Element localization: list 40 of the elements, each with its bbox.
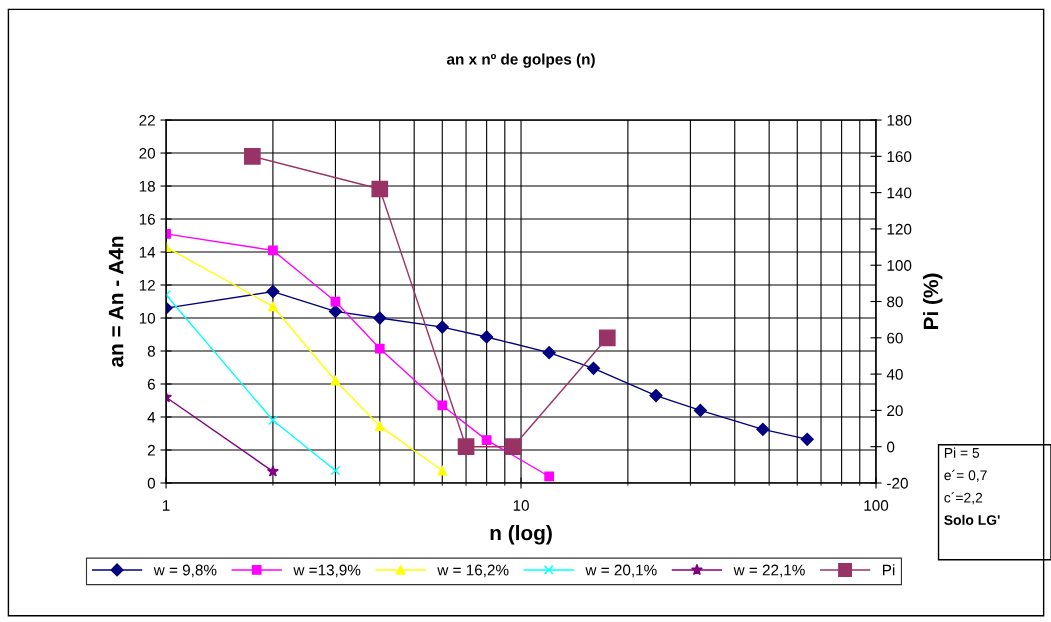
y2-tick-label: 140	[887, 187, 912, 199]
legend-label: w = 16,2%	[437, 564, 509, 578]
legend-label: Pi	[882, 564, 895, 576]
y-tick-label: 10	[139, 312, 156, 324]
y-tick-label: 16	[139, 213, 155, 225]
y2-tick-label: 120	[887, 223, 912, 235]
y-tick-label: 8	[147, 345, 155, 357]
x-axis-title: n (log)	[490, 525, 552, 545]
x-tick-label: 10	[513, 500, 529, 511]
y-tick-label: 12	[139, 279, 155, 291]
y-tick-label: 0	[147, 477, 156, 489]
y2-tick-label: 0	[887, 441, 895, 453]
y2-tick-label: 100	[887, 260, 912, 271]
y-tick-label: 18	[139, 180, 155, 192]
y-tick-label: 6	[147, 378, 155, 390]
legend-label: w =13,9%	[293, 564, 361, 578]
legend-label: w = 22,1%	[733, 564, 805, 578]
y2-tick-label: 180	[887, 114, 912, 126]
y2-axis-title: Pi (%)	[923, 273, 943, 330]
y2-tick-label: 80	[887, 296, 903, 308]
x-tick-label: 100	[864, 500, 889, 511]
y-tick-label: 14	[139, 247, 156, 258]
y-axis-title: an = An - A4n	[108, 236, 124, 367]
text: e´= 0,7	[944, 469, 987, 482]
y2-tick-label: 40	[886, 368, 903, 380]
chart-title: an x nº de golpes (n)	[446, 53, 595, 68]
y-tick-label: 4	[147, 412, 156, 423]
text: Pi = 5	[944, 447, 980, 458]
y2-tick-label: 60	[887, 332, 903, 344]
y2-tick-label: 160	[887, 151, 912, 163]
legend-label: w = 20,1%	[585, 564, 657, 578]
y2-tick-label: -20	[887, 477, 908, 489]
y2-tick-label: 20	[887, 405, 903, 417]
y-tick-label: 22	[139, 114, 155, 126]
x-tick-label: 1	[162, 500, 170, 511]
y-tick-label: 20	[139, 147, 156, 159]
text: c´=2,2	[944, 492, 983, 505]
y-tick-label: 2	[147, 444, 155, 456]
legend-label: w = 9,8%	[153, 564, 217, 578]
text: Solo LG'	[944, 514, 1000, 525]
